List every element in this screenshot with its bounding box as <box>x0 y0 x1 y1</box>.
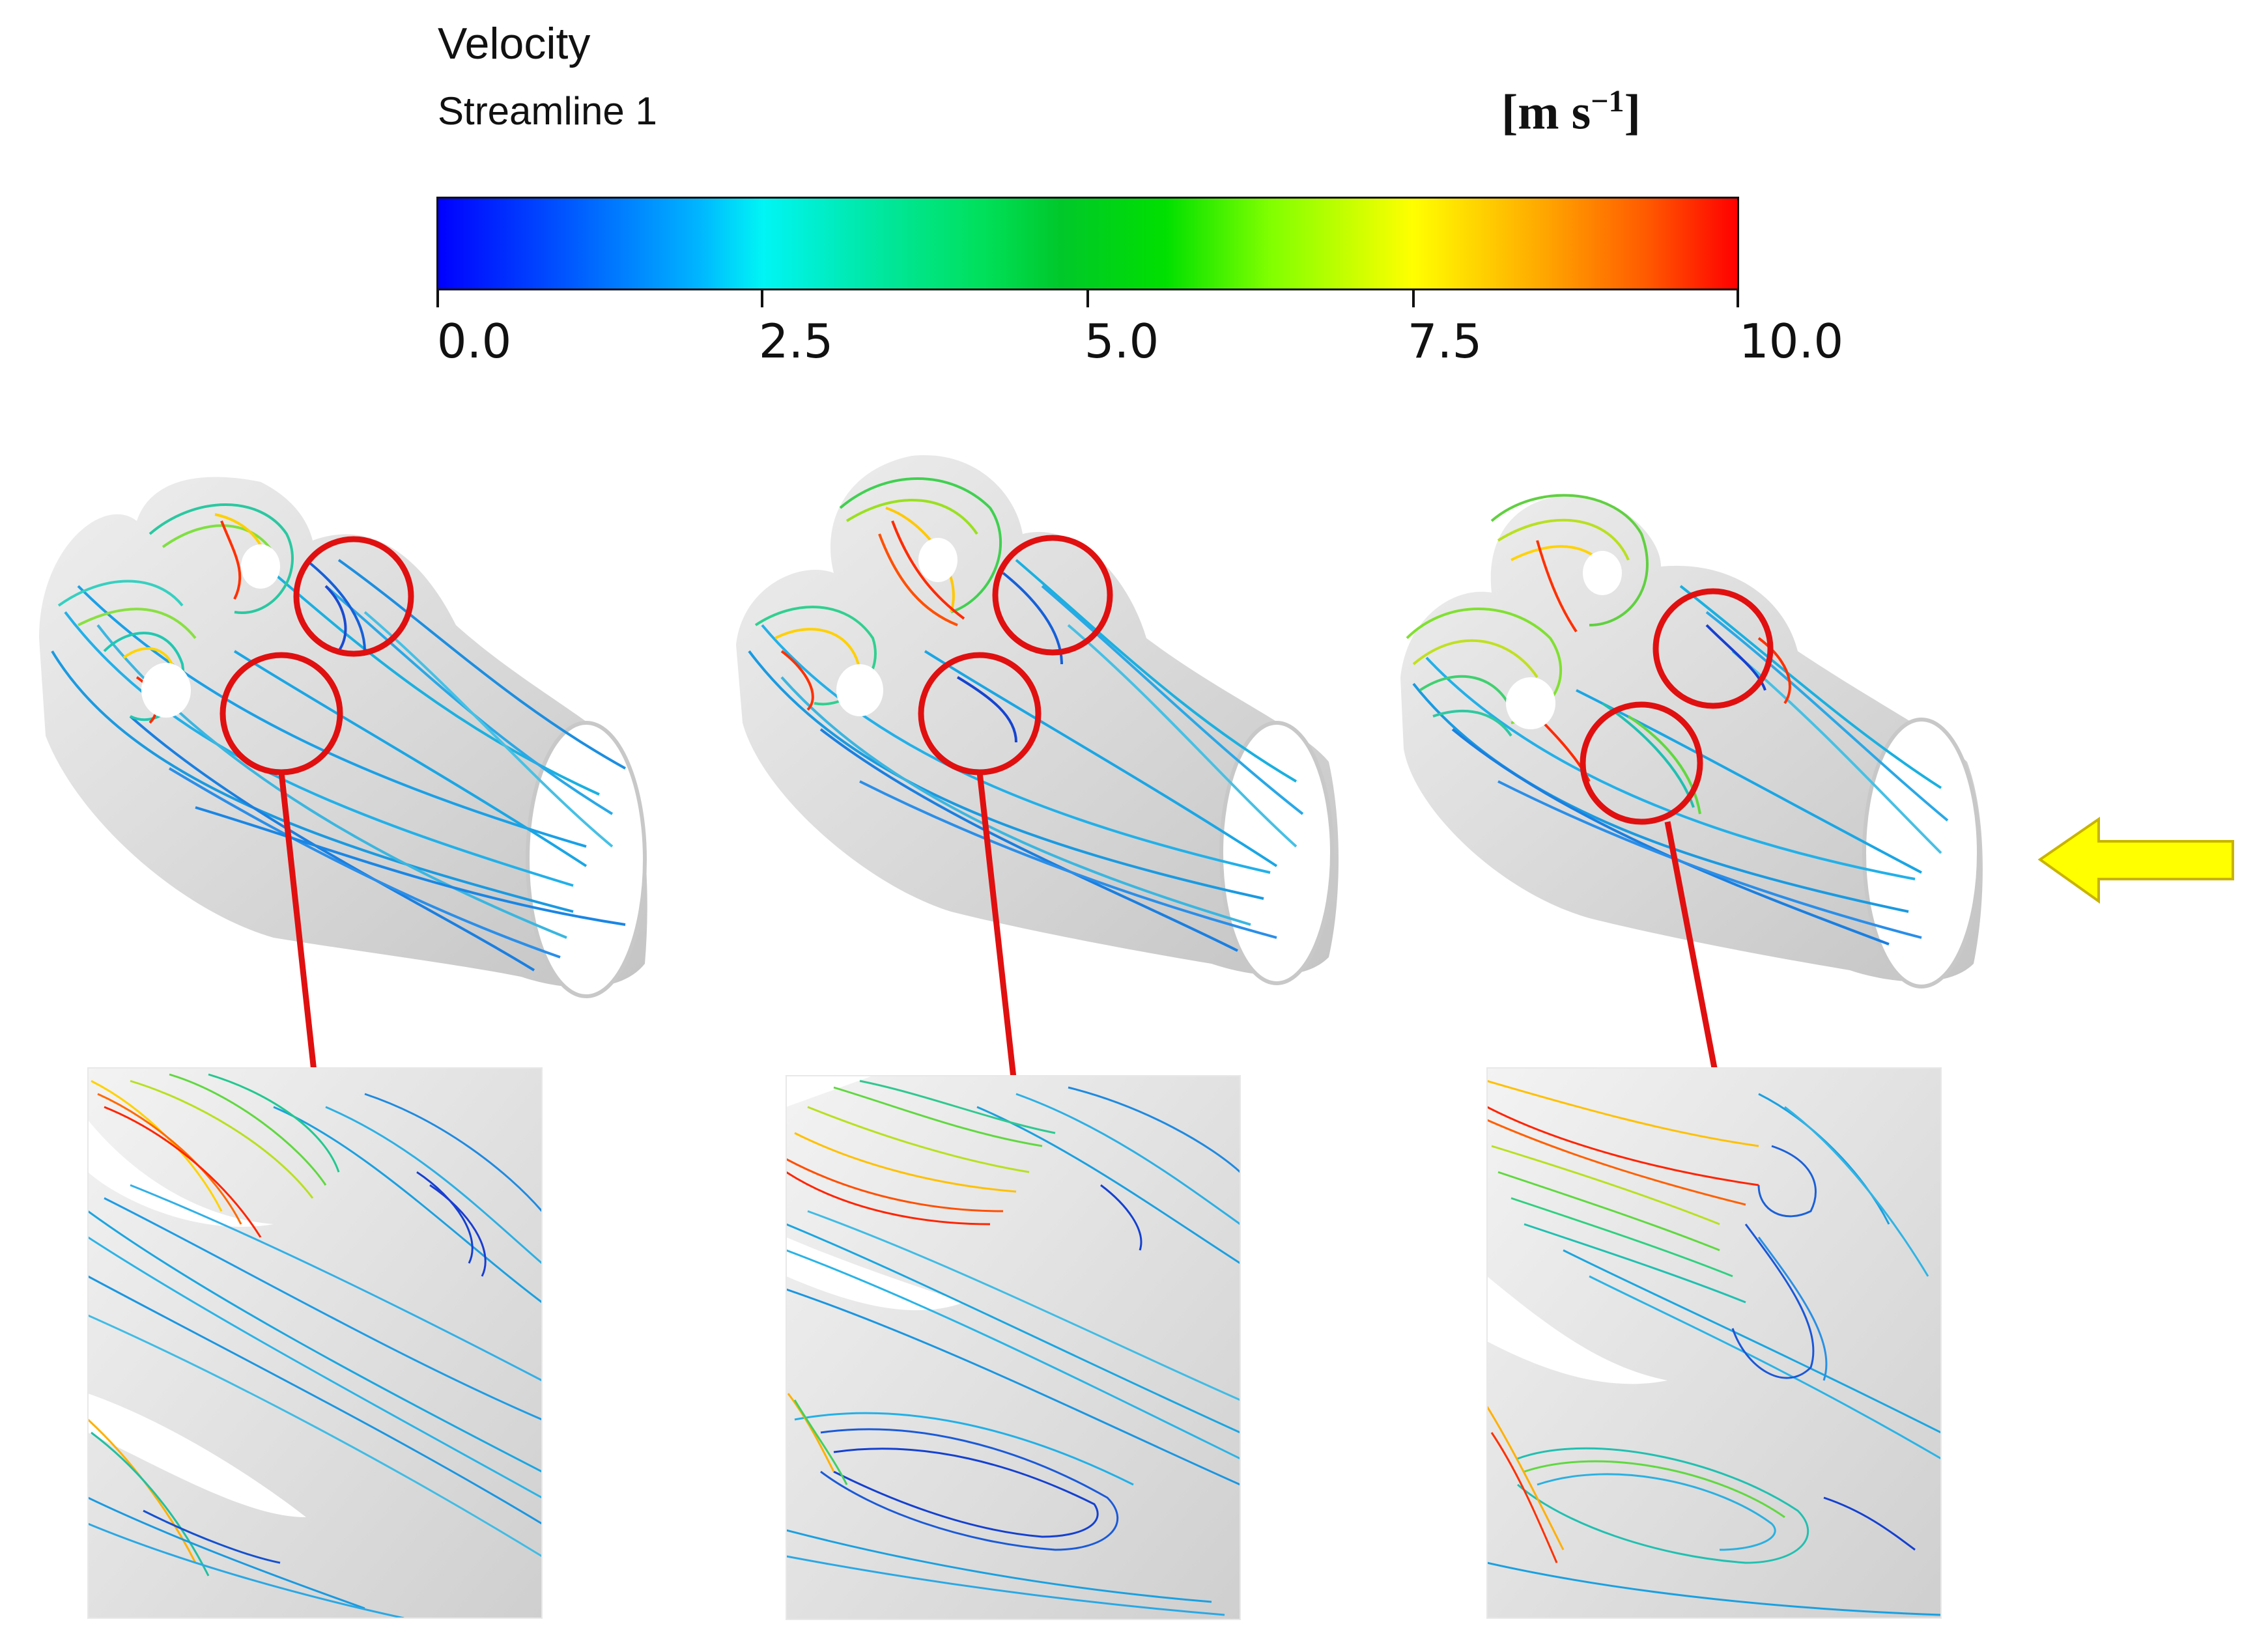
case-1-zoom-inset <box>88 1068 542 1618</box>
colorbar-tick-label: 10.0 <box>1738 314 1844 369</box>
case-2-inset-frame <box>786 1075 1241 1620</box>
case-1-model <box>39 477 647 998</box>
case-3-highlight-circle-upper <box>1652 588 1774 709</box>
colorbar-tick <box>436 290 439 307</box>
legend-unit: [m s−1] <box>1501 83 1641 141</box>
case-2-opening <box>836 664 883 716</box>
case-2-highlight-circle-upper <box>992 535 1113 656</box>
colorbar-tick <box>761 290 763 307</box>
case-2-zoom-inset <box>786 1076 1240 1619</box>
case-1-highlight-circle-upper <box>293 536 414 657</box>
case-3-opening <box>1583 551 1622 595</box>
colorbar-tick-label: 0.0 <box>436 314 512 369</box>
colorbar-tick-label: 5.0 <box>1084 314 1159 369</box>
case-3-zoom-inset <box>1487 1068 1941 1618</box>
case-3-leader-line <box>1664 821 1718 1069</box>
colorbar-tick <box>1412 290 1415 307</box>
colorbar-tick <box>1086 290 1089 307</box>
left-arrow-icon <box>2037 817 2234 904</box>
case-2-leader-line <box>976 772 1017 1078</box>
case-1-outlet <box>526 721 647 998</box>
colorbar-tick <box>1737 290 1739 307</box>
case-3-streamlines <box>1406 494 1949 945</box>
legend-unit-end: ] <box>1624 85 1641 140</box>
case-2-outlet <box>1219 721 1334 985</box>
legend-title: Velocity <box>438 19 591 68</box>
case-3-inset-frame <box>1486 1067 1942 1619</box>
case-3-highlight-circle-lower <box>1580 701 1703 825</box>
case-1-inset-frame <box>87 1067 543 1619</box>
legend-unit-exponent: −1 <box>1591 84 1624 119</box>
case-3-opening <box>1506 677 1555 729</box>
colorbar-tick-label: 2.5 <box>758 314 834 369</box>
legend-subtitle: Streamline 1 <box>438 89 657 133</box>
velocity-colorbar <box>436 197 1739 290</box>
case-1-opening <box>141 663 191 718</box>
colorbar-tick-label: 7.5 <box>1407 314 1482 369</box>
case-2-opening <box>918 538 957 582</box>
case-3-model <box>1400 494 1983 988</box>
case-1-leader-line <box>278 772 317 1072</box>
legend-unit-main: [m s <box>1501 85 1591 140</box>
case-1-opening <box>241 544 280 589</box>
case-3-outlet <box>1862 718 1981 988</box>
